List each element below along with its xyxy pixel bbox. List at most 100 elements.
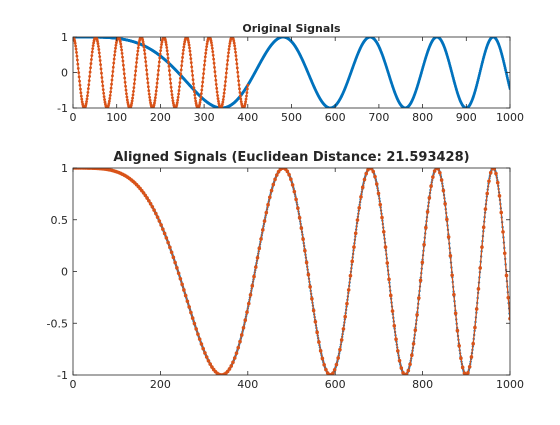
data-point bbox=[131, 93, 135, 97]
data-point bbox=[124, 88, 128, 92]
data-point bbox=[427, 196, 432, 200]
data-point bbox=[359, 195, 363, 199]
data-point bbox=[152, 208, 156, 212]
data-point bbox=[222, 91, 226, 95]
data-point bbox=[178, 77, 182, 80]
data-point bbox=[213, 70, 217, 74]
data-point bbox=[131, 96, 134, 100]
data-point bbox=[203, 63, 206, 67]
data-point bbox=[143, 56, 147, 59]
data-point bbox=[228, 42, 232, 45]
data-point bbox=[178, 85, 181, 89]
x-tick-label: 600 bbox=[325, 378, 346, 391]
data-point bbox=[299, 226, 304, 230]
data-point bbox=[202, 72, 205, 75]
data-point bbox=[98, 59, 102, 62]
data-point bbox=[182, 48, 185, 52]
data-point bbox=[102, 91, 106, 95]
data-point bbox=[343, 314, 347, 319]
data-point bbox=[436, 168, 440, 171]
data-point bbox=[170, 89, 173, 93]
data-point bbox=[109, 86, 113, 90]
data-point bbox=[126, 101, 130, 104]
data-point bbox=[77, 75, 81, 79]
data-point bbox=[239, 333, 244, 337]
data-point bbox=[212, 57, 216, 61]
data-point bbox=[192, 321, 197, 326]
x-tick-label: 800 bbox=[412, 111, 433, 124]
data-point bbox=[418, 278, 423, 283]
data-point bbox=[125, 92, 128, 96]
data-point bbox=[155, 215, 160, 219]
data-point bbox=[201, 346, 205, 351]
data-point bbox=[146, 77, 149, 80]
data-point bbox=[432, 169, 437, 173]
y-tick-label: -0.5 bbox=[47, 317, 68, 330]
data-point bbox=[165, 46, 169, 49]
data-point bbox=[120, 48, 124, 52]
data-point bbox=[113, 53, 117, 57]
data-point bbox=[212, 61, 216, 65]
series-group bbox=[73, 37, 510, 108]
data-point bbox=[155, 81, 159, 85]
data-point bbox=[141, 40, 145, 44]
data-point bbox=[296, 206, 300, 210]
data-point bbox=[260, 228, 265, 232]
x-tick-label: 100 bbox=[106, 111, 127, 124]
data-point bbox=[136, 49, 140, 53]
data-point bbox=[179, 68, 183, 72]
data-point bbox=[410, 353, 414, 358]
data-point bbox=[315, 330, 319, 335]
data-point bbox=[235, 66, 239, 70]
x-tick-label: 600 bbox=[325, 111, 346, 124]
data-point bbox=[252, 274, 256, 279]
data-point bbox=[189, 310, 193, 315]
data-point bbox=[235, 62, 239, 66]
y-tick-label: 0.5 bbox=[51, 214, 69, 227]
data-point bbox=[226, 58, 230, 62]
data-point bbox=[142, 45, 146, 49]
data-point bbox=[136, 53, 139, 57]
data-point bbox=[228, 44, 231, 48]
data-point bbox=[318, 349, 323, 353]
data-point bbox=[97, 51, 101, 55]
data-point bbox=[178, 276, 183, 281]
data-point bbox=[180, 282, 184, 287]
data-point bbox=[455, 328, 460, 333]
x-tick-label: 1000 bbox=[496, 378, 524, 391]
data-point bbox=[74, 44, 78, 48]
data-point bbox=[90, 58, 93, 61]
data-point bbox=[189, 53, 192, 57]
data-point bbox=[459, 356, 463, 361]
chart-title: Aligned Signals (Euclidean Distance: 21.… bbox=[113, 150, 469, 165]
data-point bbox=[181, 52, 185, 56]
data-point bbox=[121, 55, 124, 59]
data-point bbox=[310, 296, 314, 301]
data-point bbox=[346, 288, 351, 292]
data-point bbox=[232, 41, 236, 45]
data-point bbox=[176, 98, 180, 102]
data-point bbox=[499, 210, 504, 215]
data-point bbox=[208, 362, 212, 366]
data-point bbox=[245, 91, 249, 95]
data-point bbox=[243, 102, 247, 106]
data-point bbox=[177, 89, 181, 92]
data-point bbox=[143, 193, 148, 198]
data-point bbox=[450, 273, 454, 278]
data-point bbox=[232, 356, 237, 360]
data-point bbox=[238, 94, 242, 98]
data-point bbox=[425, 210, 430, 214]
data-point bbox=[100, 71, 103, 75]
data-point bbox=[91, 47, 95, 50]
data-point bbox=[74, 47, 78, 51]
data-point bbox=[495, 180, 500, 185]
data-point bbox=[144, 64, 148, 68]
data-point bbox=[193, 93, 197, 97]
data-point bbox=[146, 85, 150, 89]
data-point bbox=[210, 46, 214, 50]
data-point bbox=[355, 218, 360, 222]
data-point bbox=[196, 332, 200, 336]
data-point bbox=[238, 87, 241, 91]
data-point bbox=[211, 53, 215, 57]
